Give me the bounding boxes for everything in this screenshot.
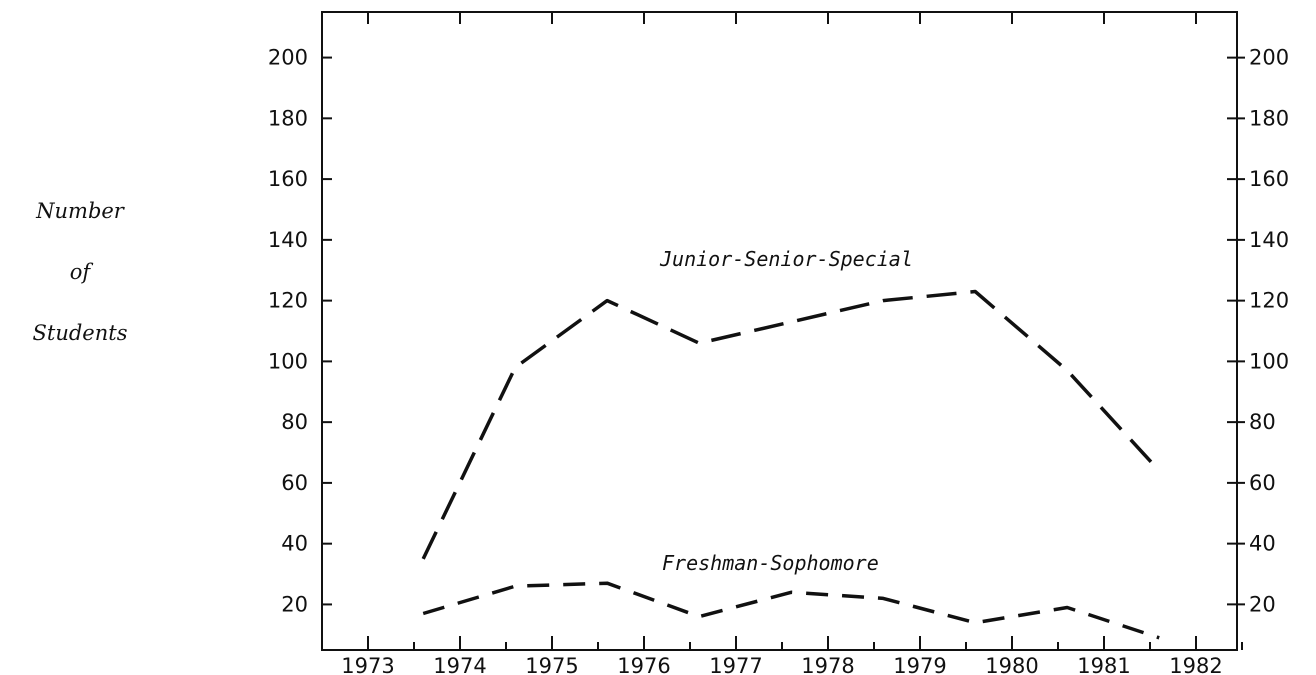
series-line-freshman-sophomore <box>422 581 1160 640</box>
left-y-axis: 20 40 60 80 100 120 140 160 180 200 <box>268 46 332 616</box>
y-tick-label-right: 20 <box>1249 592 1276 616</box>
x-tick-label: 1981 <box>1077 654 1130 675</box>
y-tick-label-right: 200 <box>1249 46 1289 70</box>
series-label-freshman-sophomore: Freshman-Sophomore <box>662 551 879 575</box>
y-tick-label-left: 120 <box>268 289 308 313</box>
y-tick-label-left: 40 <box>281 532 308 556</box>
y-tick-label-right: 40 <box>1249 532 1276 556</box>
y-axis-label-line: Students <box>33 321 128 345</box>
right-y-axis: 20 40 60 80 100 120 140 160 180 200 <box>1227 46 1289 616</box>
x-tick-label: 1979 <box>893 654 946 675</box>
y-tick-label-right: 80 <box>1249 410 1276 434</box>
x-tick-label: 1978 <box>801 654 854 675</box>
y-tick-label-left: 20 <box>281 592 308 616</box>
y-axis-label-line: Number <box>35 199 126 223</box>
x-tick-label: 1980 <box>985 654 1038 675</box>
y-tick-label-left: 60 <box>281 471 308 495</box>
y-axis-label-line: of <box>70 260 94 284</box>
y-tick-label-right: 180 <box>1249 106 1289 130</box>
x-tick-label: 1974 <box>433 654 486 675</box>
y-tick-label-right: 100 <box>1249 349 1289 373</box>
y-tick-label-left: 140 <box>268 228 308 252</box>
series-layer <box>421 289 1161 640</box>
plot-frame <box>321 11 1238 651</box>
x-tick-label: 1975 <box>525 654 578 675</box>
series-label-junior-senior-special: Junior-Senior-Special <box>659 247 913 271</box>
y-tick-label-left: 80 <box>281 410 308 434</box>
x-axis: 1973 1974 1975 1976 1977 1978 1979 1980 1981 1982 <box>341 12 1243 675</box>
x-tick-label: 1973 <box>341 654 394 675</box>
y-tick-label-right: 60 <box>1249 471 1276 495</box>
y-tick-label-left: 200 <box>268 46 308 70</box>
y-tick-label-left: 160 <box>268 167 308 191</box>
y-tick-label-right: 140 <box>1249 228 1289 252</box>
y-tick-label-right: 120 <box>1249 289 1289 313</box>
x-tick-label: 1982 <box>1169 654 1222 675</box>
y-tick-label-left: 100 <box>268 349 308 373</box>
y-axis-label: Number of Students <box>33 199 128 345</box>
x-tick-label: 1976 <box>617 654 670 675</box>
y-tick-label-left: 180 <box>268 106 308 130</box>
x-tick-label: 1977 <box>709 654 762 675</box>
series-line-junior-senior-special <box>421 289 1161 560</box>
y-tick-label-right: 160 <box>1249 167 1289 191</box>
